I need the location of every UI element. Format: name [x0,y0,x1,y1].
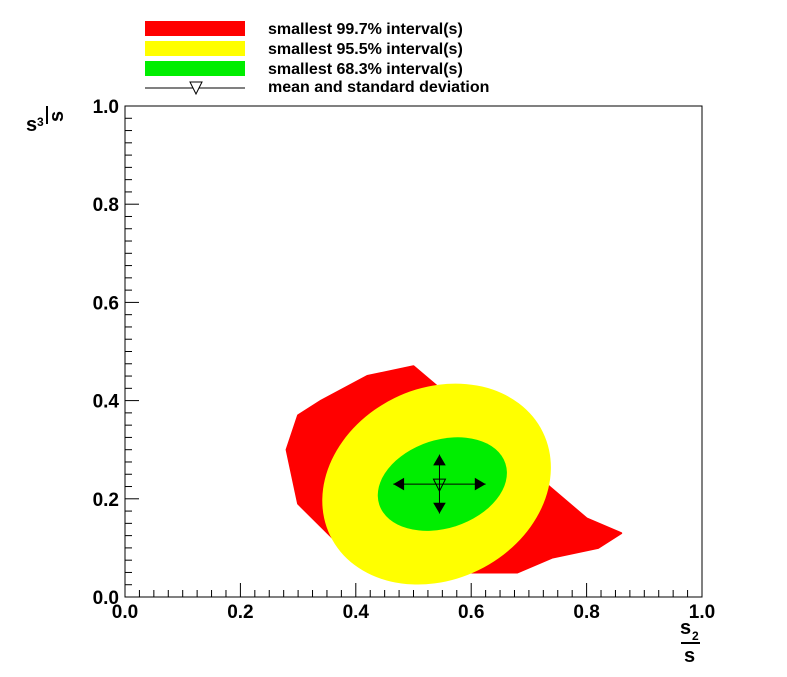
legend-label-68-3: smallest 68.3% interval(s) [268,61,463,78]
y-axis-title-sub: 3 [37,115,44,129]
x-axis-title-den: s [684,645,695,667]
x-axis-title: s 2 s [680,617,700,667]
std-left-arrow-icon [393,477,405,491]
legend-swatch-68-3 [145,61,245,76]
y-axis-title: s 3 s [26,106,68,136]
legend-swatch-99-7 [145,21,245,36]
legend-label-99-7: smallest 99.7% interval(s) [268,21,463,38]
y-tick-label: 0.6 [93,293,119,314]
mean-std-marker [393,454,486,514]
std-up-arrow-icon [433,454,446,466]
y-tick-label: 0.4 [93,392,120,413]
axis-ticks [124,105,703,598]
x-axis-title-main: s [680,617,691,639]
std-down-arrow-icon [433,502,446,514]
x-tick-label: 1.0 [689,602,715,623]
y-tick-label: 1.0 [93,97,119,118]
x-tick-label: 0.2 [227,602,253,623]
x-tick-label: 0.8 [573,602,599,623]
y-tick-label: 0.0 [93,588,119,609]
y-axis-title-den: s [46,111,68,122]
mean-marker-icon [432,478,447,493]
y-tick-label: 0.2 [93,490,119,511]
x-tick-label: 0.0 [112,602,138,623]
legend: smallest 99.7% interval(s) smallest 95.5… [145,21,489,96]
x-axis-title-sub: 2 [692,629,699,643]
std-right-arrow-icon [474,477,486,491]
x-tick-label: 0.4 [343,602,370,623]
legend-label-mean: mean and standard deviation [268,79,489,96]
y-tick-label: 0.8 [93,195,119,216]
axis-tick-labels: 0.0 0.2 0.4 0.6 0.8 1.0 0.0 0.2 0.4 0.6 0.8 1.0 [93,97,716,623]
legend-mean-marker-icon [189,81,203,96]
legend-label-95-5: smallest 95.5% interval(s) [268,41,463,58]
y-axis-title-main: s [26,114,37,136]
legend-swatch-95-5 [145,41,245,56]
x-tick-label: 0.6 [458,602,484,623]
